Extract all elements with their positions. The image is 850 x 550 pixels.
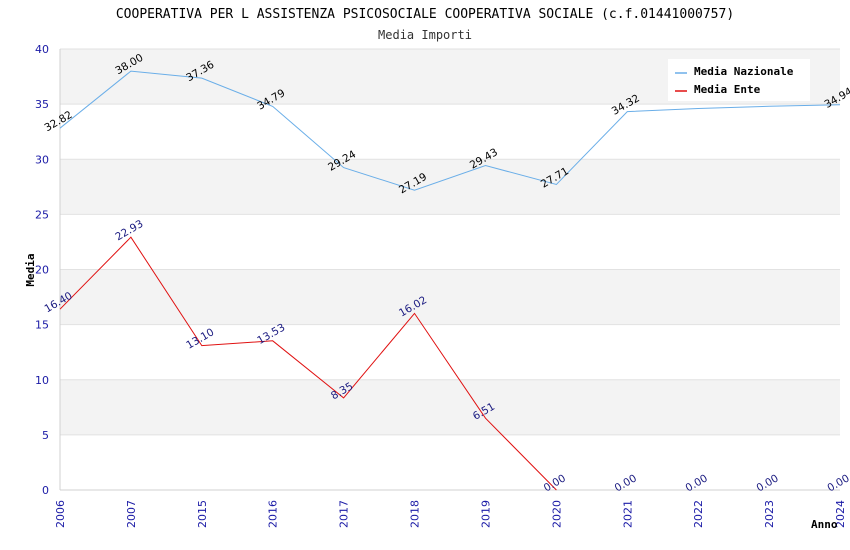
y-tick-label: 35 [35,98,49,111]
x-tick-label: 2017 [338,500,351,528]
y-tick-label: 40 [35,43,49,56]
x-tick-label: 2015 [196,500,209,528]
x-tick-labels: 2006 2007 2015 2016 2017 2018 2019 2020 2021 2022… [54,500,847,528]
grid-band [60,269,840,325]
x-tick-label: 2019 [479,500,492,528]
grid-band [60,434,840,490]
y-tick-label: 20 [35,264,49,277]
x-tick-label: 2007 [125,500,138,528]
series-line-ente [59,236,557,491]
legend-box [668,59,810,101]
y-tick-label: 15 [35,319,49,332]
legend-label-nazionale: Media Nazionale [694,65,794,78]
grid-band [60,214,840,270]
grid-band [60,159,840,215]
axes [59,49,840,491]
chart-subtitle: Media Importi [378,28,472,42]
x-tick-label: 2023 [763,500,776,528]
y-axis-label: Media [24,253,37,286]
x-tick-label: 2022 [692,500,705,528]
x-tick-label: 2006 [54,500,67,528]
grid-bands [60,49,840,490]
x-tick-label: 2024 [834,500,847,528]
legend-label-ente: Media Ente [694,83,761,96]
x-tick-label: 2020 [550,500,563,528]
y-tick-label: 10 [35,374,49,387]
x-tick-label: 2021 [621,500,634,528]
x-tick-label: 2016 [267,500,280,528]
series-lines [59,70,841,491]
grid-band [60,104,840,160]
x-tick-label: 2018 [409,500,422,528]
y-tick-label: 5 [42,429,49,442]
legend: Media Nazionale Media Ente [668,59,810,101]
grid-band [60,379,840,435]
series-line-nazionale [59,70,841,191]
y-tick-label: 30 [35,153,49,166]
y-tick-label: 0 [42,484,49,497]
y-tick-label: 25 [35,208,49,221]
grid-band [60,324,840,380]
y-tick-labels: 0 5 10 15 20 25 30 35 40 [35,43,49,497]
x-axis-label: Anno [811,518,838,531]
chart-title: COOPERATIVA PER L ASSISTENZA PSICOSOCIAL… [116,7,734,22]
